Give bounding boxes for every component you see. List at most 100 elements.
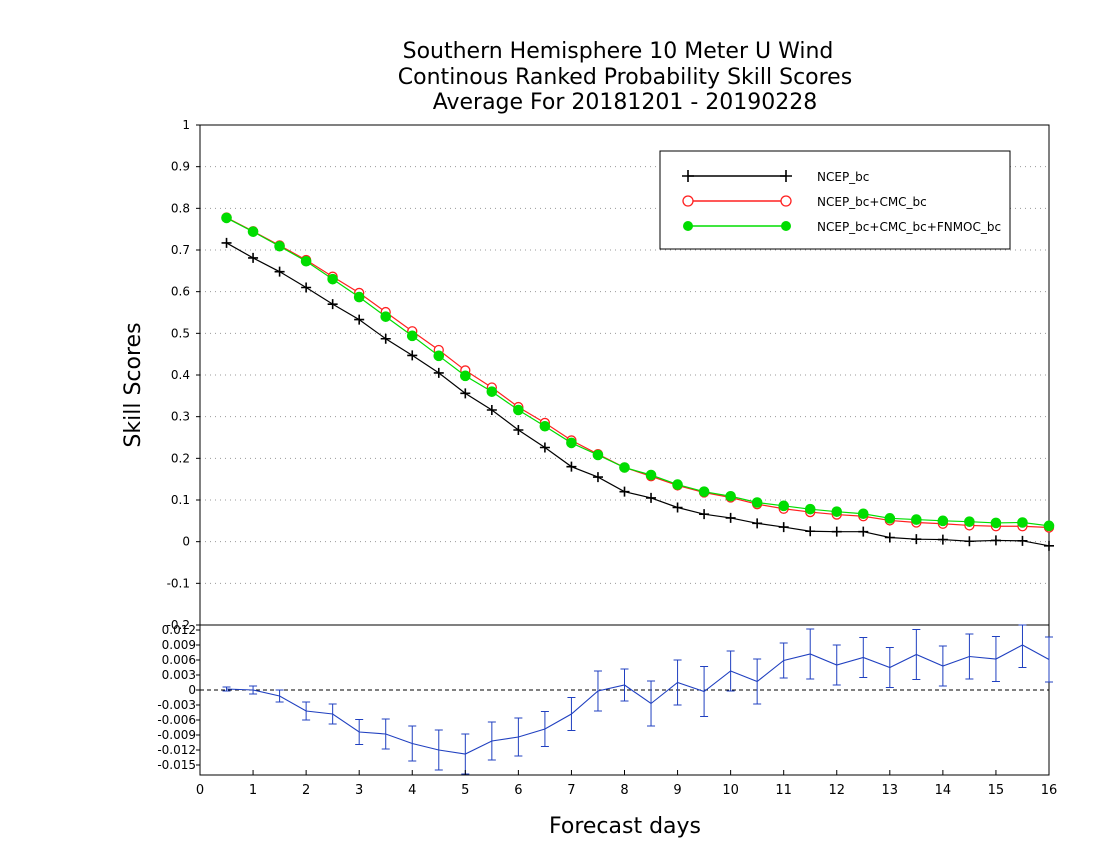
series-ncep-cmc-fnmoc-point-12 [539, 420, 551, 432]
series-ncep-cmc-fnmoc-point-14 [592, 449, 604, 461]
legend-marker-series-ncep-cmc-fnmoc-1 [781, 221, 791, 231]
x-axis-label: Forecast days [549, 814, 701, 839]
diff-error-bar-5 [355, 719, 364, 745]
series-ncep-bc-point-7 [407, 350, 418, 361]
diff-error-bar-27 [938, 645, 947, 687]
x-tick-label-6: 6 [514, 783, 522, 798]
series-ncep-cmc-fnmoc-point-17 [672, 479, 683, 490]
series-ncep-cmc-fnmoc-point-26 [911, 514, 922, 525]
diff-error-bar-10 [487, 721, 496, 761]
chart-title-line-1: Southern Hemisphere 10 Meter U Wind [403, 39, 834, 64]
series-ncep-cmc-fnmoc-point-10 [486, 386, 498, 397]
legend-label-ncep-cmc: NCEP_bc+CMC_bc [817, 195, 927, 209]
difference-panel: 0.0120.0090.0060.0030-0.003-0.006-0.009-… [157, 623, 1057, 798]
series-ncep-cmc-fnmoc-point-19 [725, 490, 736, 502]
series-ncep-bc-point-15 [619, 486, 630, 497]
x-tick-label-4: 4 [408, 783, 416, 798]
diff-error-bar-26 [912, 629, 921, 680]
series-ncep-bc-point-21 [778, 522, 789, 533]
diff-error-bar-12 [540, 711, 549, 747]
y-tick-label-4: 0.6 [171, 285, 190, 299]
x-tick-label-13: 13 [882, 783, 899, 798]
series-ncep-bc-point-20 [752, 518, 763, 529]
series-ncep-bc-point-30 [1017, 535, 1028, 546]
x-tick-label-3: 3 [355, 783, 363, 798]
series-ncep-cmc-fnmoc-point-25 [884, 513, 896, 524]
diff-error-bar-4 [328, 703, 337, 725]
legend-marker-series-ncep-bc-1 [780, 170, 792, 182]
diff-y-tick-label-6: -0.006 [157, 713, 196, 727]
legend-marker-series-ncep-cmc-0 [682, 195, 694, 207]
series-ncep-cmc-fnmoc-point-22 [804, 503, 816, 515]
series-ncep-cmc-line [226, 216, 1050, 529]
diff-error-bar-2 [275, 689, 284, 703]
x-tick-label-15: 15 [988, 783, 1005, 798]
series-ncep-bc-point-31 [1044, 540, 1054, 551]
diff-y-tick-label-1: 0.009 [162, 638, 196, 652]
x-tick-label-9: 9 [673, 783, 681, 798]
series-ncep-bc-point-23 [831, 526, 842, 537]
x-tick-label-11: 11 [775, 783, 792, 798]
y-tick-label-6: 0.4 [171, 368, 190, 382]
legend-label-ncep-cmc-fnmoc: NCEP_bc+CMC_bc+FNMOC_bc [817, 220, 1001, 234]
series-ncep-cmc-fnmoc-point-29 [990, 517, 1002, 529]
diff-error-bar-24 [859, 637, 868, 678]
diff-error-bar-0 [222, 686, 231, 692]
series-ncep-cmc-fnmoc-point-2 [274, 240, 285, 252]
diff-y-tick-label-9: -0.015 [157, 758, 196, 772]
legend-marker-series-ncep-bc-0 [682, 170, 694, 182]
series-ncep-bc-point-18 [699, 509, 710, 520]
diff-error-bar-11 [514, 717, 523, 757]
diff-y-tick-label-5: -0.003 [157, 698, 196, 712]
main-panel: 1 0.9 0.8 0.7 0.6 0.5 0.4 0.3 0.2 0.1 0 -0.1 -0.2 [167, 118, 1055, 632]
series-ncep-bc-point-5 [354, 314, 365, 325]
series-ncep-cmc-fnmoc-point-16 [645, 469, 657, 481]
series-ncep-bc-point-8 [433, 367, 444, 378]
x-tick-label-0: 0 [196, 783, 204, 798]
chart-title-line-2: Continous Ranked Probability Skill Score… [398, 65, 852, 90]
diff-error-bar-25 [885, 647, 894, 688]
y-tick-label-2: 0.8 [171, 201, 190, 215]
series-ncep-bc-point-2 [274, 266, 285, 277]
y-tick-label-8: 0.2 [171, 451, 190, 465]
series-ncep-cmc-fnmoc-point-11 [513, 404, 524, 416]
series-ncep-cmc-fnmoc-point-3 [300, 255, 312, 267]
diff-y-tick-label-3: 0.003 [162, 668, 196, 682]
series-ncep-cmc-fnmoc-point-18 [698, 486, 710, 497]
diff-error-bar-28 [965, 633, 974, 680]
diff-y-tick-label-2: 0.006 [162, 653, 196, 667]
diff-error-bar-1 [249, 685, 258, 695]
series-ncep-bc-point-1 [248, 252, 259, 263]
diff-error-bar-15 [620, 668, 629, 702]
series-ncep-cmc-fnmoc-point-23 [831, 506, 843, 517]
y-tick-label-10: 0 [182, 535, 190, 549]
legend-label-ncep-bc: NCEP_bc [817, 170, 869, 184]
series-ncep-bc-point-26 [911, 534, 922, 545]
series-ncep-cmc-fnmoc-point-7 [406, 330, 418, 342]
y-tick-label-1: 0.9 [171, 160, 190, 174]
series-ncep-bc-point-12 [539, 442, 550, 453]
diff-error-bar-18 [700, 666, 709, 717]
diff-y-tick-label-4: 0 [188, 683, 196, 697]
series-ncep-cmc-fnmoc-point-21 [778, 500, 789, 512]
series-ncep-cmc-fnmoc-point-0 [221, 212, 232, 224]
diff-y-tick-label-7: -0.009 [157, 728, 196, 742]
diff-y-tick-label-0: 0.012 [162, 623, 196, 637]
y-tick-label-12: -0.2 [167, 618, 190, 632]
series-ncep-bc-point-3 [301, 282, 312, 293]
y-tick-label-7: 0.3 [171, 410, 190, 424]
x-tick-label-10: 10 [722, 783, 739, 798]
diff-error-bar-22 [806, 628, 815, 680]
diff-error-bar-31 [1045, 636, 1053, 683]
diff-error-bar-17 [673, 659, 682, 706]
diff-error-bar-7 [408, 725, 417, 762]
x-tick-label-12: 12 [828, 783, 845, 798]
series-ncep-cmc-fnmoc-point-5 [353, 291, 365, 303]
legend-marker-series-ncep-cmc-fnmoc-0 [683, 221, 693, 231]
series-ncep-bc-point-4 [327, 299, 338, 310]
diff-error-bar-8 [434, 729, 443, 771]
y-tick-label-5: 0.5 [171, 326, 190, 340]
series-ncep-cmc-fnmoc-point-8 [433, 350, 445, 362]
y-tick-label-11: -0.1 [167, 576, 190, 590]
